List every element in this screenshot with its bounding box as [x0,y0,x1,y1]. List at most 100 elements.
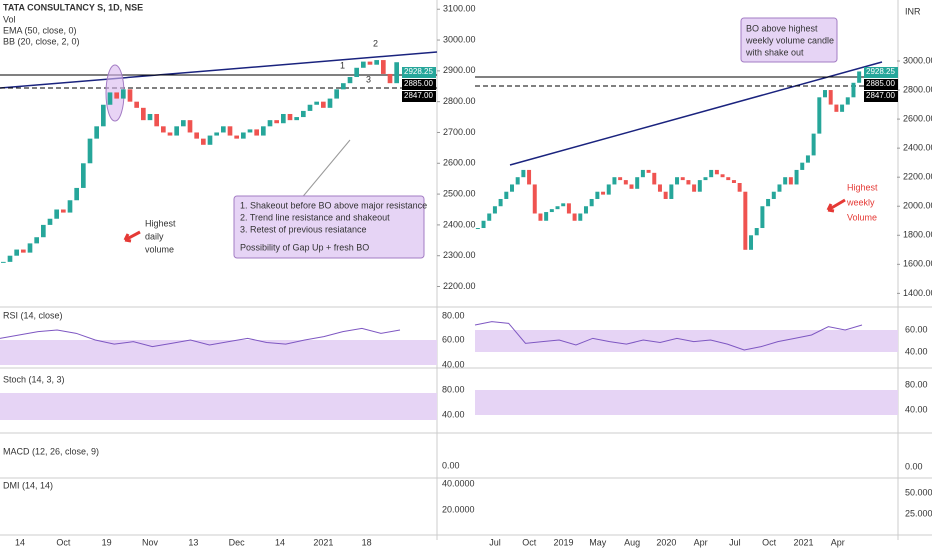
indicator: Vol [3,14,16,24]
y-tick-label: 1800.00 [903,230,932,240]
candle [686,180,691,185]
y-tick-label: 2400.00 [903,143,932,153]
candle [515,177,520,185]
candle [663,191,668,199]
note: BO above highest weekly volume candle with… [745,23,834,57]
candle [783,177,788,185]
candle [487,213,492,221]
candle [709,169,714,178]
candle [845,97,850,105]
x-tick-label: 18 [362,537,372,547]
candle [805,155,810,163]
svg-text:Volume: Volume [847,212,877,222]
svg-text:0.00: 0.00 [442,460,460,470]
note-box [233,195,425,259]
candle [187,120,193,133]
candle [612,177,617,185]
svg-text:3. Retest of previous resiatan: 3. Retest of previous resiatance [240,224,367,234]
candle [800,162,805,170]
candle [851,82,856,98]
candle [361,61,366,68]
svg-text:80.00: 80.00 [442,310,465,320]
candle [578,213,583,221]
candle [214,132,219,136]
candle [107,92,113,105]
candle [714,169,719,175]
svg-text:volume: volume [145,244,174,254]
candle [675,177,680,185]
candle [720,174,725,178]
y-tick-label: 2700.00 [443,127,476,137]
svg-text:40.00: 40.00 [442,409,465,419]
candle [327,98,333,108]
candle [387,73,393,84]
stoch-band [0,393,437,420]
svg-text:50.0000: 50.0000 [905,487,932,497]
candle [94,126,99,139]
candle [141,107,146,121]
trendline [509,61,883,166]
x-tick-label: 2020 [656,537,676,547]
candle [227,126,233,136]
candle [788,177,793,185]
candle [167,132,173,136]
y-tick-label: 2600.00 [443,158,476,168]
candle [840,104,845,112]
candle [87,138,93,164]
candle [572,213,577,221]
candle [61,209,66,213]
candle [194,132,199,139]
candle [629,184,634,189]
candle [657,184,662,192]
candle [321,101,326,108]
x-tick-label: 2021 [313,537,333,547]
candle [606,184,611,195]
y-tick-label: 2500.00 [443,188,476,198]
candle [549,209,554,213]
candle [347,77,353,84]
candle [274,120,279,124]
svg-text:weekly: weekly [846,197,875,207]
candle [281,113,286,124]
candle [766,198,771,207]
svg-text:60.00: 60.00 [905,324,928,334]
y-tick-label: 2000.00 [903,201,932,211]
candle [354,67,359,78]
callout-pointer [299,139,351,201]
svg-text:40.00: 40.00 [442,359,465,369]
candle [777,184,782,192]
svg-text:daily: daily [145,231,164,241]
candle [697,180,702,192]
note: 1. Shakeout before BO above major resist… [240,200,427,252]
x-tick-label: Apr [831,537,845,547]
candle [161,126,166,133]
candle [374,60,379,65]
lower-axis-left: 80.00 60.00 40.00 80.00 40.00 0.00 40.0000 20.0… [442,310,475,514]
candle [566,203,571,214]
candle [334,89,339,99]
candle [595,191,600,199]
x-tick-label: Dec [229,537,246,547]
svg-text:with shake out: with shake out [745,47,804,57]
arrow [123,230,141,243]
point: 3 [366,74,371,84]
x-tick-label: 19 [102,537,112,547]
price-tag [864,91,898,102]
y-tick-label: 2900.00 [443,65,476,75]
x-tick-label: Aug [624,537,640,547]
candle [147,113,153,121]
candle [74,187,79,201]
candle [247,129,253,133]
svg-text:1. Shakeout before BO above ma: 1. Shakeout before BO above major resist… [240,200,427,210]
candle [726,177,731,181]
svg-text:2. Trend line resistance and s: 2. Trend line resistance and shakeout [240,212,390,222]
x-tick-label: Oct [56,537,71,547]
svg-text:Highest: Highest [847,182,878,192]
y-tick-label: 3100.00 [443,4,476,14]
candle [21,249,26,253]
x-tick-label: Nov [142,537,159,547]
y-tick-label: 2200.00 [903,172,932,182]
svg-text:Stoch (14, 3, 3): Stoch (14, 3, 3) [3,374,65,384]
candle [635,177,640,189]
